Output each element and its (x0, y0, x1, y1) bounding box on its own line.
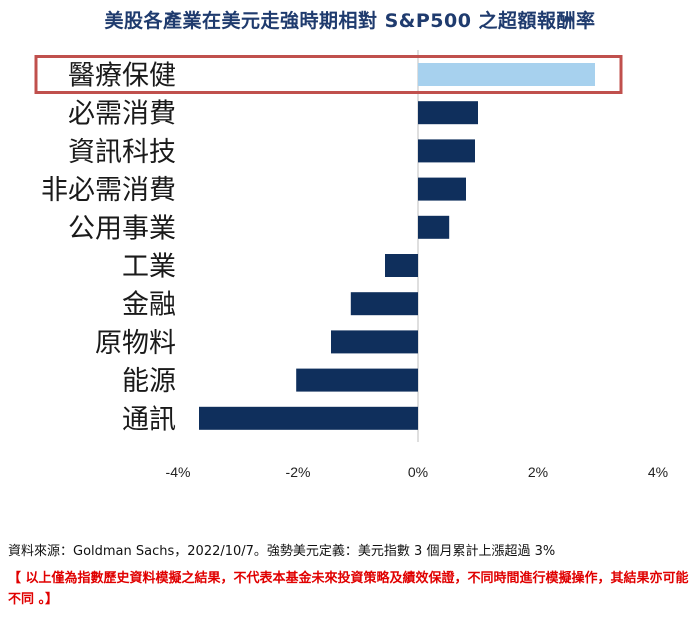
bar-10 (199, 406, 418, 430)
x-tick-label: 4% (648, 464, 668, 480)
category-label-3: 資訊科技 (68, 137, 176, 168)
bar-6 (385, 254, 418, 277)
x-tick-label: 2% (528, 464, 548, 480)
category-label-6: 工業 (122, 252, 176, 283)
category-label-2: 必需消費 (68, 99, 176, 130)
bar-7 (350, 292, 418, 316)
category-label-10: 通訊 (122, 404, 176, 435)
bar-2 (418, 101, 478, 125)
category-label-7: 金融 (122, 290, 176, 321)
category-label-9: 能源 (122, 366, 176, 397)
bar-1 (418, 63, 595, 86)
bar-8 (331, 330, 418, 354)
disclaimer-note: 【 以上僅為指數歷史資料模擬之結果，不代表本基金未來投資策略及績效保證，不同時間… (8, 571, 689, 607)
bar-3 (418, 139, 475, 163)
category-label-4: 非必需消費 (41, 175, 176, 206)
highlight-box (34, 55, 623, 94)
category-label-5: 公用事業 (68, 213, 176, 244)
x-tick-label: -2% (286, 464, 311, 480)
chart-title: 美股各產業在美元走強時期相對 S&P500 之超額報酬率 (104, 10, 596, 32)
category-label-1: 醫療保健 (68, 61, 176, 92)
x-tick-label: -4% (166, 464, 191, 480)
source-note: 資料來源：Goldman Sachs，2022/10/7。強勢美元定義：美元指數… (8, 544, 556, 559)
bar-9 (296, 368, 418, 392)
category-label-8: 原物料 (95, 328, 176, 359)
bar-5 (418, 215, 450, 239)
bar-4 (418, 177, 466, 201)
x-tick-label: 0% (408, 464, 428, 480)
